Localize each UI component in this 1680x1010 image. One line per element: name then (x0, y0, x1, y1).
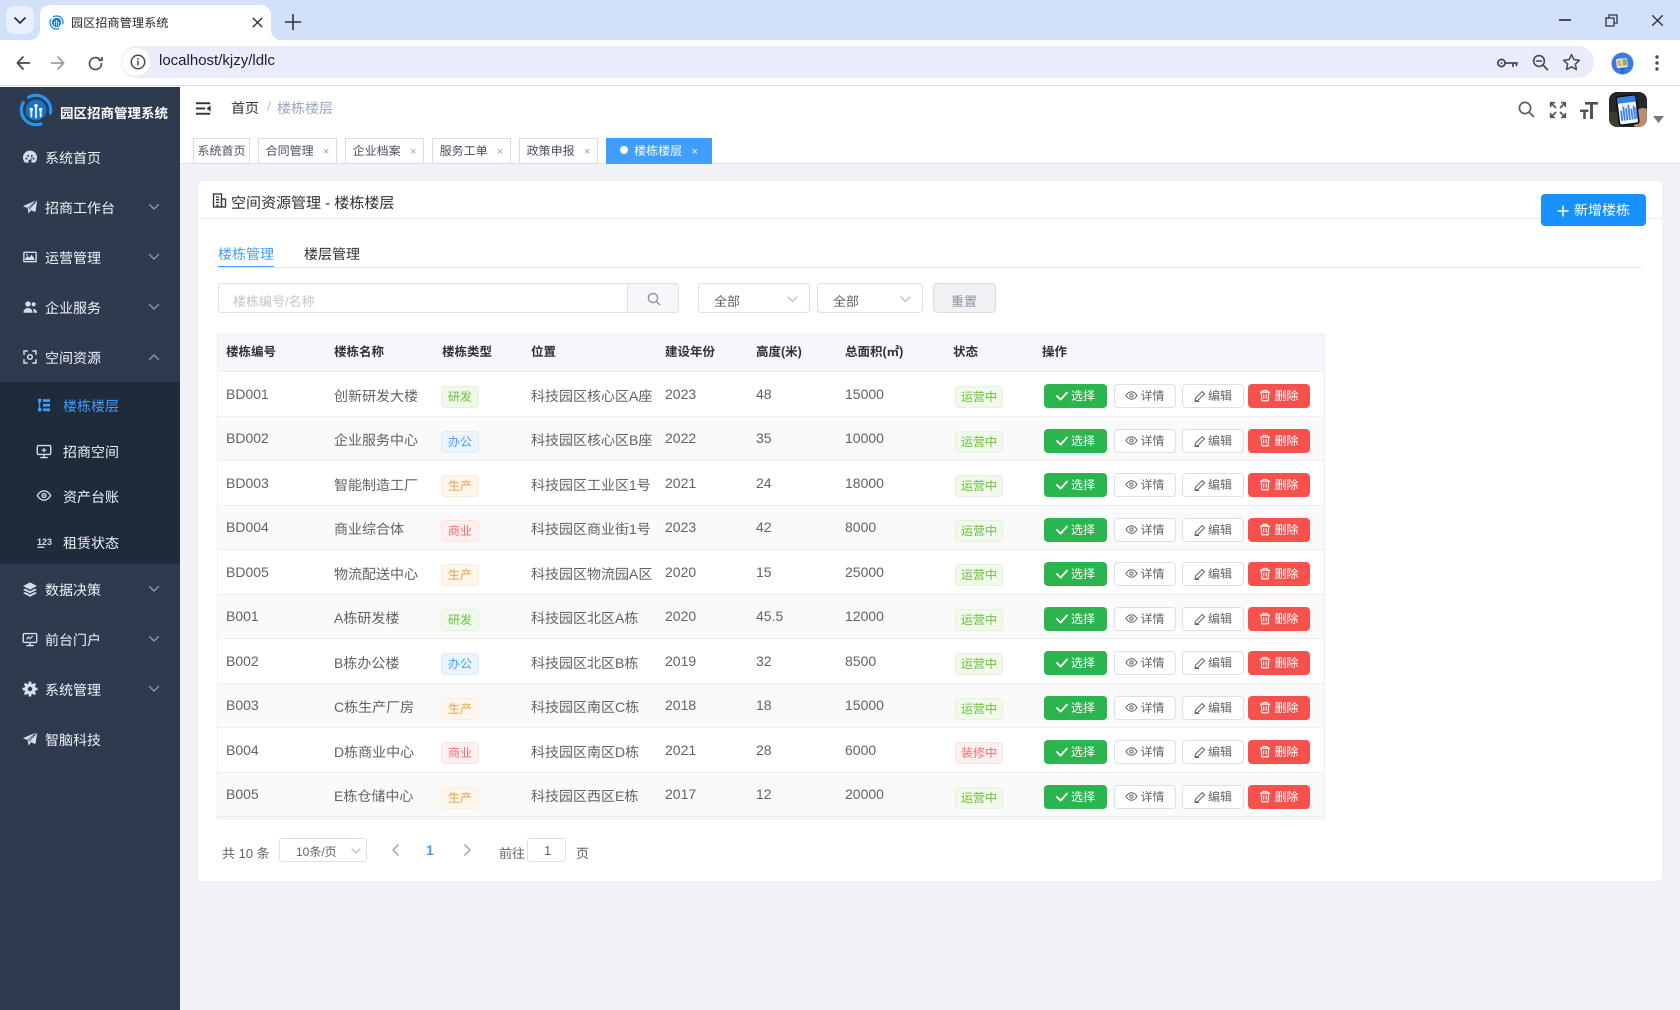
svg-text:123: 123 (37, 537, 52, 547)
